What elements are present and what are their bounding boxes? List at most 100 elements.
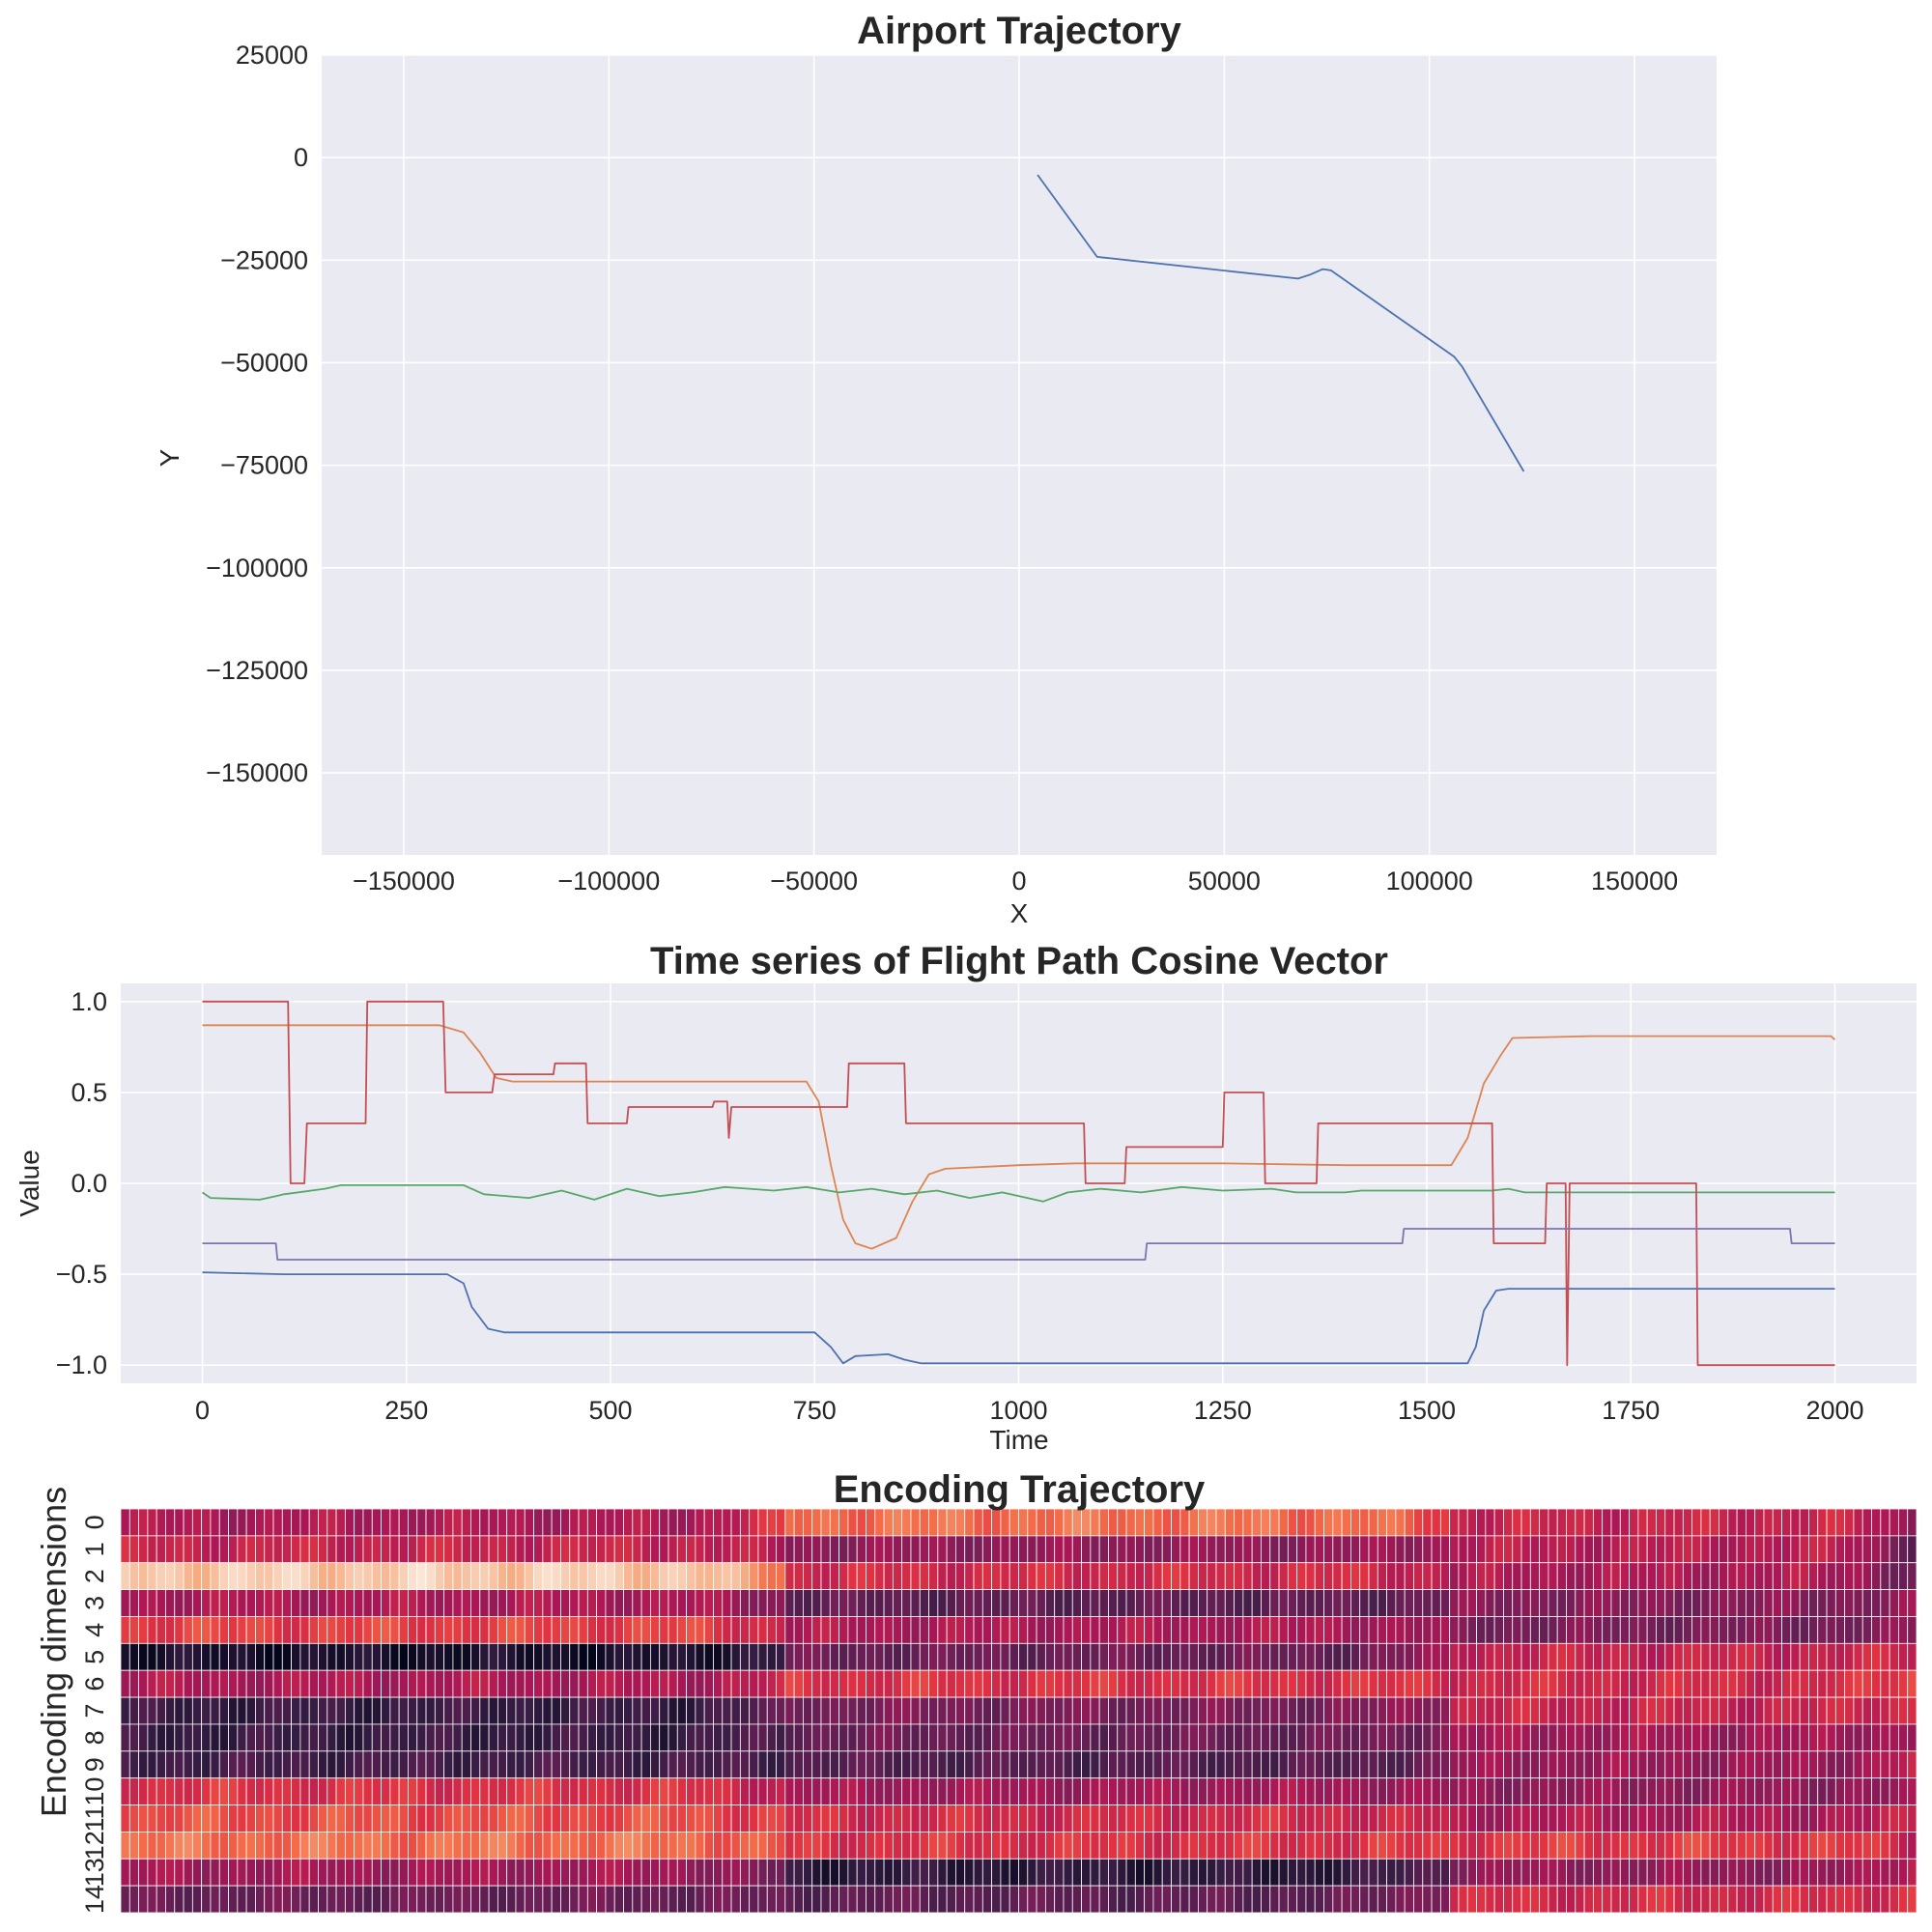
heatmap-cell (1575, 1562, 1585, 1590)
heatmap-cell (1575, 1777, 1585, 1805)
heatmap-cell (811, 1750, 822, 1779)
heatmap-cell (191, 1696, 203, 1725)
heatmap-cell (1314, 1777, 1324, 1805)
heatmap-cell (1296, 1832, 1307, 1860)
heatmap-cell (156, 1804, 166, 1833)
heatmap-cell (1305, 1832, 1316, 1860)
heatmap-cell (1637, 1642, 1648, 1671)
heatmap-cell (452, 1669, 463, 1698)
heatmap-cell (120, 1508, 130, 1537)
heatmap-cell (318, 1642, 328, 1671)
heatmap-cell (1592, 1535, 1604, 1564)
heatmap-cell (623, 1885, 634, 1914)
heatmap-cell (1602, 1885, 1612, 1914)
heatmap-cell (722, 1589, 732, 1617)
heatmap-cell (1188, 1535, 1199, 1564)
heatmap-cell (1727, 1832, 1738, 1860)
heatmap-cell (255, 1723, 266, 1752)
heatmap-cell (1287, 1858, 1298, 1887)
heatmap-cell (1799, 1669, 1809, 1698)
heatmap-cell (973, 1669, 983, 1698)
heatmap-cell (1583, 1832, 1594, 1860)
x-tick-label: 500 (588, 1396, 632, 1425)
heatmap-cell (1368, 1589, 1378, 1617)
heatmap-cell (524, 1804, 534, 1833)
heatmap-cell (739, 1804, 751, 1833)
heatmap-cell (820, 1589, 831, 1617)
heatmap-cell (1234, 1616, 1244, 1644)
heatmap-cell (479, 1562, 490, 1590)
heatmap-cell (1781, 1642, 1792, 1671)
heatmap-cell (1215, 1616, 1226, 1644)
heatmap-cell (811, 1777, 822, 1805)
heatmap-cell (1027, 1804, 1037, 1833)
heatmap-cell (749, 1750, 759, 1779)
x-tick-label: −100000 (557, 867, 660, 895)
heatmap-cell (1018, 1885, 1029, 1914)
heatmap-cell (1044, 1723, 1056, 1752)
heatmap-cell (1539, 1508, 1549, 1537)
heatmap-cell (389, 1777, 400, 1805)
x-tick-label: −150000 (353, 867, 455, 895)
heatmap-cell (1359, 1562, 1370, 1590)
heatmap-cell (1368, 1723, 1378, 1752)
heatmap-cell (613, 1858, 624, 1887)
heatmap-cell (434, 1562, 445, 1590)
heatmap-cell (1134, 1723, 1146, 1752)
heatmap-cell (1512, 1885, 1522, 1914)
heatmap-cell (1889, 1508, 1899, 1537)
heatmap-cell (1520, 1508, 1531, 1537)
heatmap-cell (335, 1696, 346, 1725)
heatmap-cell (237, 1750, 247, 1779)
heatmap-cell (1871, 1804, 1882, 1833)
heatmap-cell (1754, 1832, 1765, 1860)
heatmap-cell (1341, 1508, 1351, 1537)
heatmap-cell (389, 1885, 400, 1914)
heatmap-cell (1629, 1832, 1639, 1860)
x-tick-label: 1250 (1194, 1396, 1252, 1425)
heatmap-cell (1332, 1696, 1343, 1725)
heatmap-cell (381, 1832, 391, 1860)
heatmap-cell (578, 1508, 588, 1537)
heatmap-cell (1880, 1508, 1890, 1537)
heatmap-cell (991, 1832, 1002, 1860)
heatmap-cell (1889, 1885, 1899, 1914)
heatmap-cell (1054, 1804, 1065, 1833)
heatmap-cell (1117, 1723, 1127, 1752)
heatmap-cell (659, 1804, 669, 1833)
heatmap-cell (1646, 1723, 1657, 1752)
heatmap-cell (1395, 1535, 1406, 1564)
heatmap-cell (416, 1858, 427, 1887)
heatmap-cell (425, 1642, 436, 1671)
heatmap-cell (1790, 1616, 1801, 1644)
heatmap-cell (479, 1804, 490, 1833)
heatmap-cell (1449, 1858, 1460, 1887)
heatmap-cell (1152, 1885, 1163, 1914)
heatmap-cell (1171, 1669, 1181, 1698)
heatmap-cell (416, 1777, 427, 1805)
heatmap-cell (245, 1562, 256, 1590)
heatmap-cell (1548, 1669, 1558, 1698)
heatmap-cell (1458, 1804, 1468, 1833)
heatmap-cell (1242, 1750, 1253, 1779)
heatmap-cell (1098, 1832, 1109, 1860)
heatmap-cell (1871, 1535, 1882, 1564)
heatmap-cell (560, 1777, 571, 1805)
heatmap-cell (1063, 1616, 1073, 1644)
heatmap-cell (1629, 1589, 1639, 1617)
heatmap-cell (255, 1858, 266, 1887)
heatmap-cell (1215, 1696, 1226, 1725)
heatmap-cell (470, 1832, 481, 1860)
heatmap-cell (928, 1562, 939, 1590)
heatmap-cell (730, 1508, 741, 1537)
heatmap-cell (1234, 1696, 1244, 1725)
heatmap-cell (1656, 1696, 1666, 1725)
heatmap-cell (425, 1804, 436, 1833)
heatmap-cell (1081, 1858, 1092, 1887)
heatmap-cell (1171, 1616, 1181, 1644)
heatmap-cell (443, 1750, 454, 1779)
heatmap-cell (1458, 1669, 1468, 1698)
heatmap-cell (1736, 1669, 1747, 1698)
heatmap-cell (381, 1804, 391, 1833)
heatmap-cell (1359, 1589, 1370, 1617)
